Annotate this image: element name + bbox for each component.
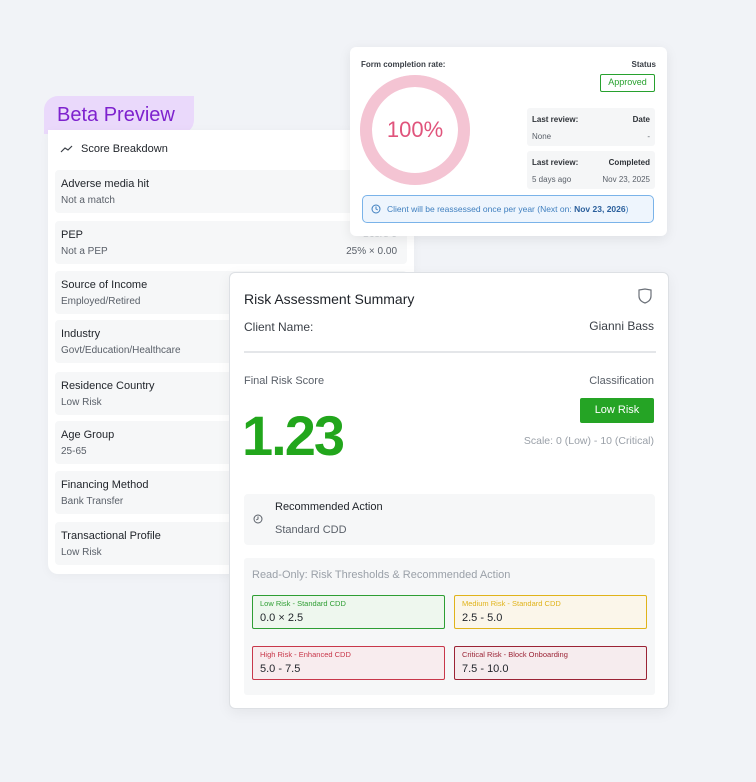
review-value: 5 days ago [532, 175, 572, 184]
score-breakdown-header: Score Breakdown [60, 143, 168, 155]
threshold-tile: Critical Risk - Block Onboarding 7.5 - 10… [454, 646, 647, 680]
last-review-completed: Last review: Completed 5 days ago Nov 23… [527, 151, 655, 189]
threshold-label: Low Risk - Standard CDD [260, 599, 346, 608]
score-row-value: Bank Transfer [61, 496, 124, 507]
review-label: Last review: [532, 158, 579, 167]
review-detail: Nov 23, 2025 [602, 175, 650, 184]
trend-icon [60, 145, 73, 153]
review-header: Date [632, 115, 650, 124]
score-row-value: Low Risk [61, 397, 102, 408]
score-row-name: Adverse media hit [61, 178, 150, 190]
shield-icon[interactable] [638, 288, 652, 304]
score-breakdown-title: Score Breakdown [81, 143, 168, 155]
review-value: None [532, 132, 552, 141]
divider [244, 351, 656, 353]
client-name-label: Client Name: [244, 320, 314, 334]
scale-text: Scale: 0 (Low) - 10 (Critical) [523, 435, 654, 447]
score-row-name: Residence Country [61, 380, 155, 392]
score-row-value: Employed/Retired [61, 296, 141, 307]
status-label: Status [631, 60, 656, 69]
final-risk-score-label: Final Risk Score [244, 375, 325, 387]
threshold-tile: Medium Risk - Standard CDD 2.5 - 5.0 [454, 595, 647, 629]
score-row-name: Financing Method [61, 479, 149, 491]
status-badge: Approved [600, 74, 655, 92]
threshold-tile: Low Risk - Standard CDD 0.0 × 2.5 [252, 595, 445, 629]
threshold-range: 5.0 - 7.5 [260, 663, 301, 675]
score-row-name: Age Group [61, 429, 115, 441]
score-row-name: Source of Income [61, 279, 148, 291]
threshold-label: High Risk - Enhanced CDD [260, 650, 351, 659]
client-name-value: Gianni Bass [589, 319, 654, 333]
score-row-name: Industry [61, 328, 101, 340]
score-row-value: Low Risk [61, 547, 102, 558]
risk-thresholds-box: Read-Only: Risk Thresholds & Recommended… [244, 558, 655, 695]
classification-label: Classification [589, 375, 654, 387]
clock-icon [371, 204, 381, 214]
last-review-date: Last review: Date None - [527, 108, 655, 146]
score-row-value: Govt/Education/Healthcare [61, 345, 181, 356]
review-label: Last review: [532, 115, 579, 124]
risk-summary-title: Risk Assessment Summary [244, 291, 415, 307]
reassess-notice: Client will be reassessed once per year … [362, 195, 654, 223]
recommended-action-box: Recommended Action Standard CDD [244, 494, 655, 545]
threshold-tile: High Risk - Enhanced CDD 5.0 - 7.5 [252, 646, 445, 680]
threshold-label: Medium Risk - Standard CDD [462, 599, 561, 608]
final-risk-score: 1.23 [242, 404, 345, 467]
threshold-range: 7.5 - 10.0 [462, 663, 509, 675]
completion-ring [360, 75, 470, 185]
score-row-value: 25-65 [61, 446, 87, 457]
completion-card: Form completion rate: 100% Status Approv… [350, 47, 667, 236]
completion-percent: 100% [386, 117, 444, 142]
beta-preview-badge: Beta Preview [44, 96, 194, 134]
review-detail: - [647, 132, 650, 141]
classification-badge: Low Risk [580, 398, 654, 423]
threshold-range: 0.0 × 2.5 [260, 612, 304, 624]
clock-icon [253, 514, 263, 524]
recommended-action-value: Standard CDD [275, 524, 347, 536]
score-row-value: Not a match [61, 195, 115, 206]
score-row-value: Not a PEP [61, 246, 108, 257]
threshold-label: Critical Risk - Block Onboarding [462, 650, 568, 659]
score-row-name: Transactional Profile [61, 530, 161, 542]
score-row-name: PEP [61, 229, 84, 241]
completion-label: Form completion rate: [361, 60, 446, 69]
thresholds-title: Read-Only: Risk Thresholds & Recommended… [252, 569, 511, 581]
reassess-text: Client will be reassessed once per year … [387, 204, 629, 214]
review-header: Completed [608, 158, 650, 167]
score-row-score: 25% × 0.00 [346, 246, 397, 257]
threshold-range: 2.5 - 5.0 [462, 612, 503, 624]
recommended-action-title: Recommended Action [275, 501, 383, 513]
risk-summary-card: Risk Assessment Summary Client Name: Gia… [229, 272, 669, 709]
